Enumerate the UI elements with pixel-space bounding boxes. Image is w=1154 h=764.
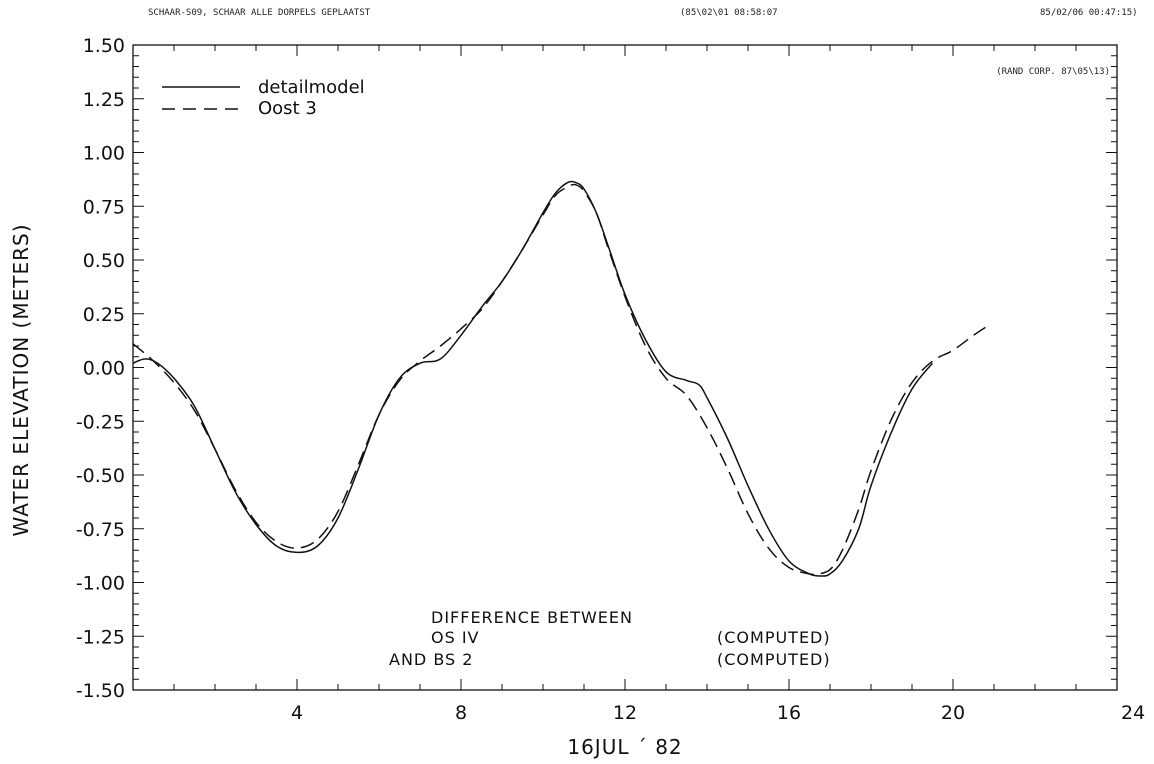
annotation-line3-right: (COMPUTED) — [717, 650, 831, 669]
plot-frame — [132, 44, 1118, 691]
credit-label: (RAND CORP. 87\05\13) — [996, 67, 1110, 77]
annotation-line1: DIFFERENCE BETWEEN — [431, 608, 633, 627]
y-tick-label: 1.00 — [83, 143, 125, 165]
x-tick-labels: 4 8 12 16 20 24 — [291, 702, 1145, 724]
y-tick-label: 1.50 — [83, 35, 125, 57]
axis-ticks — [133, 45, 1117, 690]
y-tick-label: -1.00 — [76, 573, 125, 595]
annotation-line3-left: AND BS 2 — [389, 650, 473, 669]
y-tick-label: 0.00 — [83, 358, 125, 380]
header-left: SCHAAR-S09, SCHAAR ALLE DORPELS GEPLAATS… — [148, 8, 371, 18]
series-line-oost3 — [132, 183, 991, 576]
header-middle: (85\02\01 08:58:07 — [680, 8, 778, 18]
y-tick-label: 0.50 — [83, 250, 125, 272]
y-tick-label: 0.25 — [83, 304, 125, 326]
y-axis-title: WATER ELEVATION (METERS) — [9, 224, 33, 537]
y-tick-labels: 1.50 1.25 1.00 0.75 0.50 0.25 0.00 -0.25 -0.50 -0… — [76, 35, 125, 702]
y-tick-label: -1.50 — [76, 680, 125, 702]
annotation-line2-left: OS IV — [431, 628, 480, 647]
x-tick-label: 12 — [613, 702, 637, 724]
annotation-line2-right: (COMPUTED) — [717, 628, 831, 647]
y-tick-label: -0.25 — [76, 411, 125, 433]
x-tick-label: 4 — [291, 702, 303, 724]
y-tick-label: -0.50 — [76, 465, 125, 487]
series-group — [132, 180, 991, 577]
series-line-detailmodel — [132, 180, 934, 577]
annotation: DIFFERENCE BETWEEN OS IV (COMPUTED) AND … — [389, 608, 831, 669]
x-tick-label: 8 — [455, 702, 467, 724]
x-tick-label: 24 — [1121, 702, 1145, 724]
y-tick-label: 1.25 — [83, 89, 125, 111]
legend: detailmodel Oost 3 — [162, 77, 365, 119]
y-tick-label: -1.25 — [76, 626, 125, 648]
x-tick-label: 16 — [777, 702, 801, 724]
x-axis-title: 16JUL ´ 82 — [567, 735, 682, 759]
y-tick-label: -0.75 — [76, 519, 125, 541]
x-tick-label: 20 — [941, 702, 965, 724]
header-right: 85/02/06 00:47:15) — [1040, 8, 1138, 18]
legend-label-oost3: Oost 3 — [258, 98, 317, 119]
legend-label-detailmodel: detailmodel — [258, 77, 365, 98]
y-tick-label: 0.75 — [83, 196, 125, 218]
